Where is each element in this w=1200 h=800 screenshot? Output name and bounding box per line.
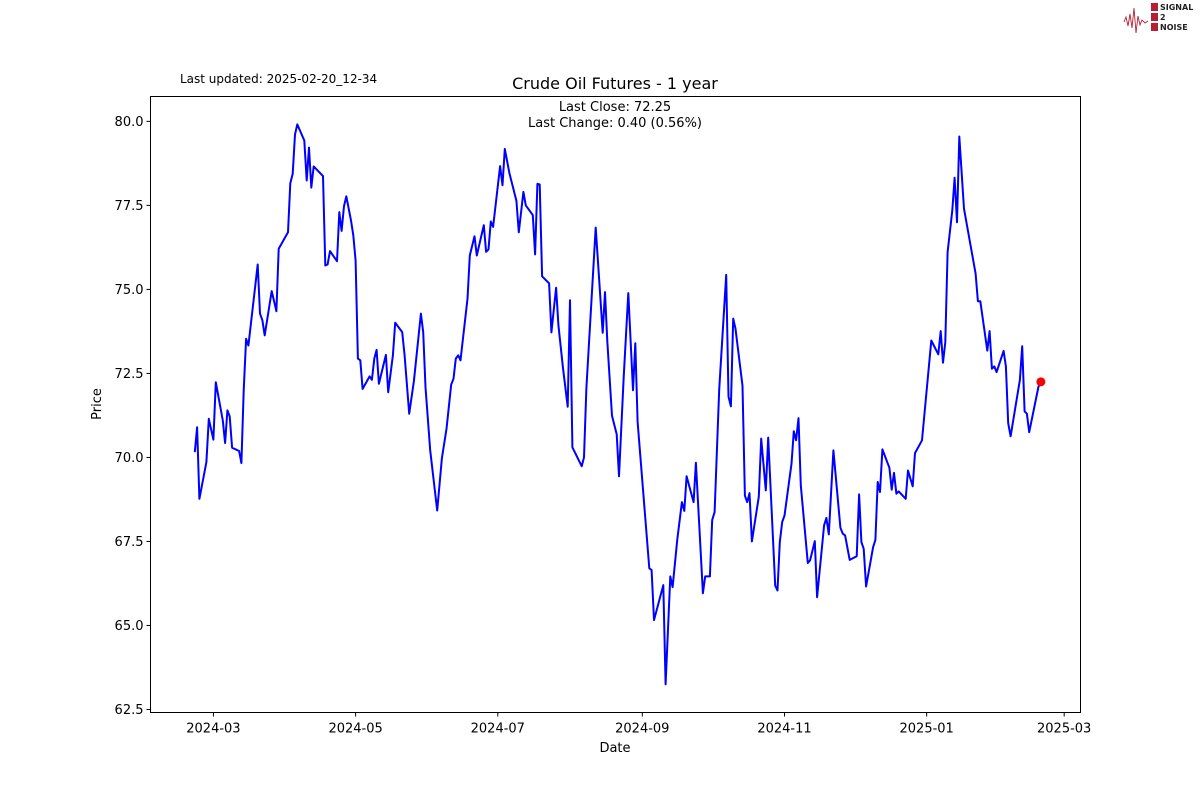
x-tick-label: 2024-05 — [328, 722, 382, 737]
x-tick-label: 2025-01 — [900, 722, 954, 737]
y-tick-label: 70.0 — [115, 451, 144, 466]
plot-area — [193, 123, 1046, 686]
logo-text-2: 2 — [1160, 13, 1166, 22]
axes-frame — [150, 96, 1081, 713]
y-tick-label: 62.5 — [115, 703, 144, 718]
price-line — [193, 123, 1042, 686]
last-close-annotation: Last Close: 72.25 — [559, 100, 671, 115]
x-tick-label: 2025-03 — [1037, 722, 1091, 737]
y-axis: 62.5 65.0 67.5 70.0 72.5 75.0 77.5 80.0 — [115, 115, 151, 718]
y-tick-label: 72.5 — [115, 367, 144, 382]
logo-waveform-icon — [1123, 7, 1149, 34]
y-tick-label: 77.5 — [115, 199, 144, 214]
x-axis-label: Date — [599, 741, 630, 756]
x-tick-label: 2024-03 — [186, 722, 240, 737]
x-tick-label: 2024-09 — [615, 722, 669, 737]
x-tick-label: 2024-07 — [471, 722, 525, 737]
y-tick-label: 80.0 — [115, 115, 144, 130]
logo-box-2 — [1151, 13, 1158, 21]
y-tick-label: 75.0 — [115, 283, 144, 298]
x-tick-label: 2024-11 — [757, 722, 811, 737]
logo-box-1 — [1151, 3, 1158, 11]
logo-text-noise: NOISE — [1160, 23, 1188, 32]
logo-box-3 — [1151, 23, 1158, 31]
x-axis: 2024-03 2024-05 2024-07 2024-09 2024-11 2025-… — [186, 712, 1091, 737]
y-tick-label: 67.5 — [115, 535, 144, 550]
logo-text-signal: SIGNAL — [1160, 3, 1193, 12]
signal-2-noise-logo: SIGNAL 2 NOISE — [1123, 3, 1193, 34]
last-close-marker — [1036, 377, 1046, 387]
y-axis-label: Price — [90, 388, 105, 420]
y-tick-label: 65.0 — [115, 619, 144, 634]
chart-title: Crude Oil Futures - 1 year — [512, 74, 718, 93]
last-updated-label: Last updated: 2025-02-20_12-34 — [180, 72, 377, 86]
last-change-annotation: Last Change: 0.40 (0.56%) — [528, 116, 702, 131]
